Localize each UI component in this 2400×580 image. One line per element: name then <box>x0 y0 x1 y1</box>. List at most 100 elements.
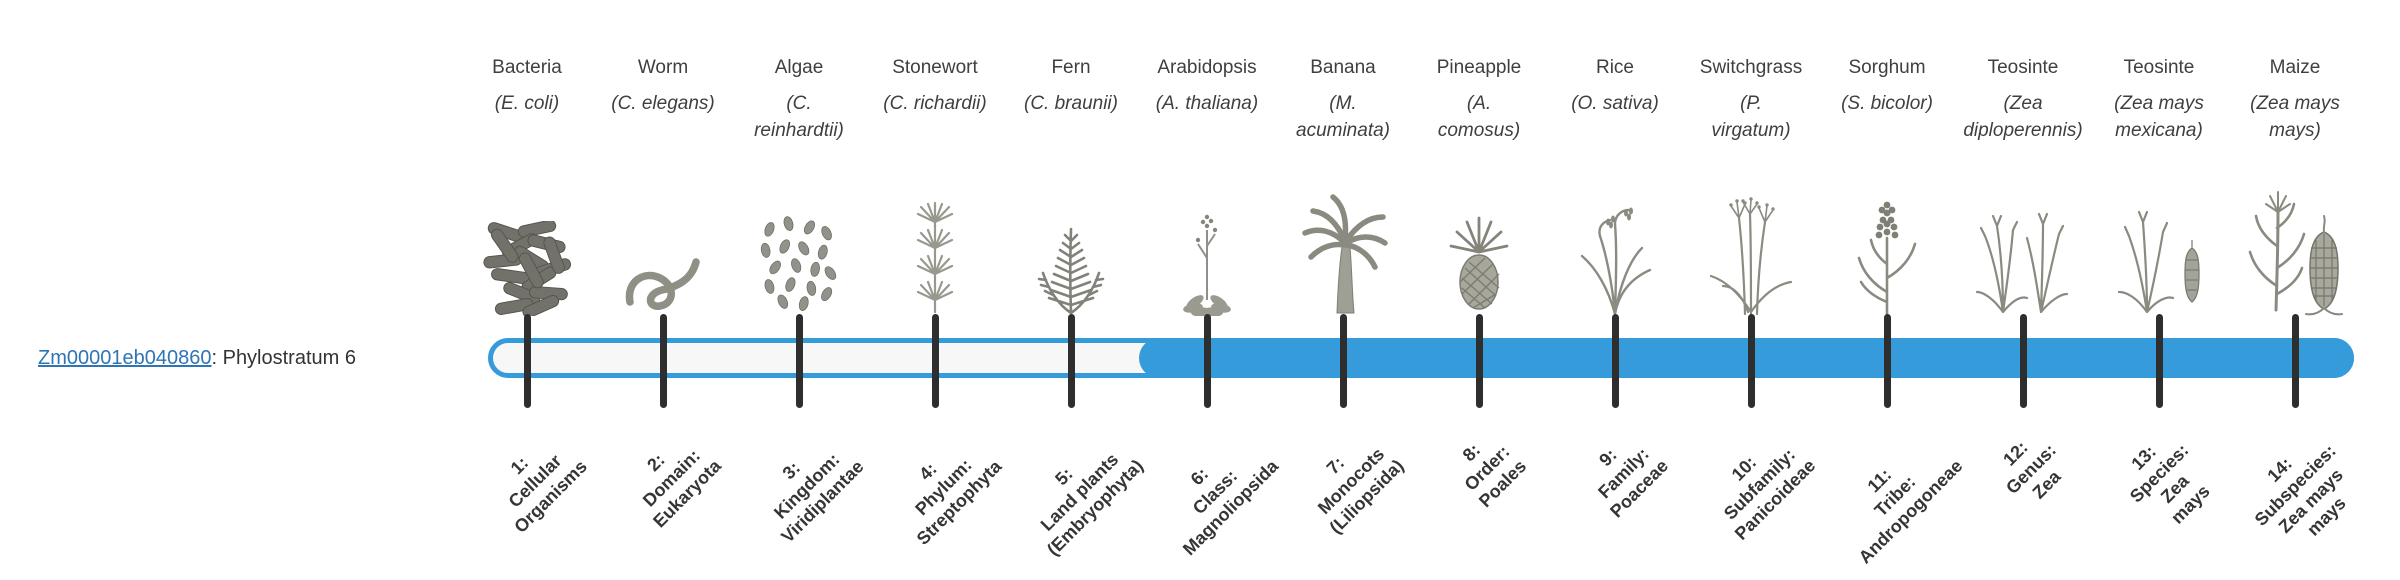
stonewort-icon <box>880 176 990 316</box>
organism-name: Rice <box>1595 57 1634 78</box>
phylostratum-tick-label: 6: Class: Magnoliopsida <box>1178 455 1283 560</box>
organism-column: Rice (O. sativa) <box>1535 56 1695 117</box>
organism-name: Teosinte <box>1987 57 2059 78</box>
fern-icon <box>1037 227 1105 315</box>
arabidopsis-icon <box>1152 176 1262 316</box>
worm-icon <box>625 258 700 310</box>
organism-column: Teosinte (Zea mays mexicana) <box>2079 56 2239 144</box>
organism-scientific-name: (C. reinhardtii) <box>754 93 844 141</box>
maize-icon <box>2248 191 2343 316</box>
organism-column: Worm (C. elegans) <box>583 56 743 117</box>
switchgrass-icon <box>1709 197 1793 316</box>
phylostratum-tick-label: 11: Tribe: Andropogoneae <box>1854 455 1967 568</box>
algae-icon <box>744 176 854 316</box>
gene-label: Zm00001eb040860: Phylostratum 6 <box>38 347 356 370</box>
bacteria-icon <box>472 176 582 316</box>
organism-name: Stonewort <box>892 57 978 78</box>
phylostratum-tick-3 <box>795 314 803 408</box>
teosinte-mexicana-icon <box>2104 176 2214 316</box>
organism-name: Sorghum <box>1848 57 1926 78</box>
phylostratum-tick-label: 3: Kingdom: Viridiplantae <box>770 448 868 547</box>
phylostratum-tick-label: 7: Monocots (Liliopsida) <box>1313 444 1408 538</box>
bacteria-icon <box>482 221 571 316</box>
organism-name: Fern <box>1051 57 1091 78</box>
pineapple-icon <box>1424 176 1534 316</box>
phylostratum-tick-label: 1: Cellular Organisms <box>504 450 591 537</box>
teosinte-mexicana-icon <box>2117 210 2200 314</box>
worm-icon <box>608 176 718 316</box>
phylostratum-tick-6 <box>1203 314 1211 408</box>
organism-scientific-name: (E. coli) <box>494 93 560 114</box>
organism-scientific-name: (Zea mays mays) <box>2250 93 2340 141</box>
phylostratum-tick-13 <box>2155 314 2163 408</box>
arabidopsis-icon <box>1183 214 1231 316</box>
organism-column: Maize (Zea mays mays) <box>2215 56 2375 144</box>
phylostratum-tick-label: 2: Domain: Eukaryota <box>638 445 725 532</box>
phylostratum-tick-7 <box>1339 314 1347 408</box>
phylostratum-tick-4 <box>931 314 939 408</box>
phylostratum-tick-5 <box>1067 314 1075 408</box>
phylostratum-tick-label: 5: Land plants (Embryophyta) <box>1036 449 1147 560</box>
switchgrass-icon <box>1696 176 1806 316</box>
teosinte-diploperennis-icon <box>1975 212 2069 314</box>
organism-scientific-name: (P. virgatum) <box>1711 93 1791 141</box>
organism-name: Algae <box>774 57 824 78</box>
organism-column: Fern (C. braunii) <box>991 56 1151 117</box>
organism-name: Maize <box>2269 57 2321 78</box>
organism-scientific-name: (C. richardii) <box>883 93 987 114</box>
organism-scientific-name: (S. bicolor) <box>1841 93 1933 114</box>
organism-name: Arabidopsis <box>1157 57 1257 78</box>
maize-icon <box>2240 176 2350 316</box>
stonewort-icon <box>916 201 954 314</box>
organism-scientific-name: (M. acuminata) <box>1296 93 1390 141</box>
organism-scientific-name: (O. sativa) <box>1571 93 1659 114</box>
fern-icon <box>1016 176 1126 316</box>
phylostratum-tick-1 <box>523 314 531 408</box>
organism-column: Switchgrass (P. virgatum) <box>1671 56 1831 144</box>
organism-name: Banana <box>1310 57 1376 78</box>
teosinte-diploperennis-icon <box>1968 176 2078 316</box>
phylostratum-tick-label: 9: Family: Poaceae <box>1593 443 1672 522</box>
banana-icon <box>1288 176 1398 316</box>
phylostrata-bar-fill <box>1139 338 2354 378</box>
organism-column: Algae (C. reinhardtii) <box>719 56 879 144</box>
organism-name: Bacteria <box>492 57 562 78</box>
phylostratum-tick-12 <box>2019 314 2027 408</box>
gene-phylostratum-text: : Phylostratum 6 <box>211 347 356 369</box>
phylostratum-tick-2 <box>659 314 667 408</box>
organism-scientific-name: (Zea diploperennis) <box>1963 93 2083 141</box>
organism-column: Arabidopsis (A. thaliana) <box>1127 56 1287 117</box>
phylostratum-tick-8 <box>1475 314 1483 408</box>
organism-name: Pineapple <box>1436 57 1522 78</box>
phylostratum-tick-label: 4: Phylum: Streptophyta <box>910 454 1005 549</box>
gene-id-link[interactable]: Zm00001eb040860 <box>38 347 212 369</box>
phylostratum-tick-label: 14: Subspecies: Zea mays mays <box>2250 440 2350 540</box>
organism-column: Bacteria (E. coli) <box>447 56 607 117</box>
sorghum-icon <box>1832 176 1942 316</box>
organism-scientific-name: (A. thaliana) <box>1155 93 1259 114</box>
organism-column: Teosinte (Zea diploperennis) <box>1943 56 2103 144</box>
organism-scientific-name: (C. braunii) <box>1024 93 1118 114</box>
organism-scientific-name: (C. elegans) <box>611 93 715 114</box>
phylostratum-tick-11 <box>1883 314 1891 408</box>
organism-column: Banana (M. acuminata) <box>1263 56 1423 144</box>
algae-icon <box>760 216 837 311</box>
pineapple-icon <box>1449 216 1509 310</box>
organism-name: Worm <box>637 57 689 78</box>
rice-icon <box>1580 207 1651 316</box>
phylostratum-tick-label: 13: Species: Zea mays <box>2125 440 2214 528</box>
organism-name: Switchgrass <box>1699 57 1803 78</box>
organism-column: Pineapple (A. comosus) <box>1399 56 1559 144</box>
organism-column: Sorghum (S. bicolor) <box>1807 56 1967 117</box>
banana-icon <box>1302 194 1388 314</box>
phylostratum-tick-10 <box>1747 314 1755 408</box>
rice-icon <box>1560 176 1670 316</box>
sorghum-icon <box>1857 201 1917 316</box>
phylostratum-tick-9 <box>1611 314 1619 408</box>
organism-scientific-name: (Zea mays mexicana) <box>2114 93 2204 141</box>
organism-column: Stonewort (C. richardii) <box>855 56 1015 117</box>
phylostratum-tick-14 <box>2291 314 2299 408</box>
phylostratum-tick-label: 12: Genus: Zea <box>1999 437 2065 503</box>
phylostratum-tick-label: 8: Order: Poales <box>1458 439 1531 511</box>
phylostratum-tick-label: 10: Subfamily: Panicoideae <box>1719 444 1819 545</box>
